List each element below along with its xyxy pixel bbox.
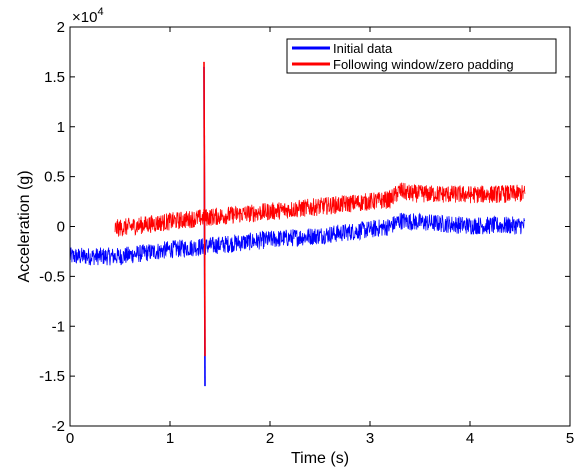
x-axis-label: Time (s) bbox=[291, 450, 349, 467]
y-tick-label: 0.5 bbox=[44, 169, 65, 186]
plot-series bbox=[69, 61, 526, 387]
x-tick-label: 3 bbox=[366, 430, 374, 447]
x-tick-label: 5 bbox=[566, 430, 574, 447]
y-tick-label: 1.5 bbox=[44, 69, 65, 86]
legend-box bbox=[286, 38, 557, 74]
legend: Initial data Following window/zero paddi… bbox=[286, 38, 557, 74]
series-initial-data-line bbox=[69, 212, 526, 266]
y-tick-label: 1 bbox=[57, 119, 65, 136]
y-multiplier-exponent: 4 bbox=[97, 6, 103, 18]
series-following-window-spike bbox=[203, 61, 206, 357]
axis-tick-labels: 0 1 2 3 4 5 -2 -1.5 -1 -0.5 0 0.5 1 1.5 2 bbox=[39, 19, 574, 447]
axis-ticks bbox=[69, 26, 571, 427]
y-tick-label: -0.5 bbox=[39, 268, 65, 285]
legend-label-following-window: Following window/zero padding bbox=[333, 57, 514, 72]
y-tick-label: 0 bbox=[57, 219, 65, 236]
legend-label-initial-data: Initial data bbox=[333, 41, 393, 56]
x-tick-label: 2 bbox=[266, 430, 274, 447]
y-tick-label: -2 bbox=[52, 418, 65, 435]
x-tick-label: 4 bbox=[466, 430, 474, 447]
y-multiplier-base: ×10 bbox=[72, 9, 97, 26]
y-axis-multiplier: ×104 bbox=[72, 6, 104, 26]
y-tick-label: -1.5 bbox=[39, 368, 65, 385]
series-following-window-line bbox=[114, 182, 526, 237]
y-axis-label: Acceleration (g) bbox=[16, 170, 33, 282]
x-tick-label: 1 bbox=[166, 430, 174, 447]
x-tick-label: 0 bbox=[66, 430, 74, 447]
y-tick-label: -1 bbox=[52, 318, 65, 335]
y-tick-label: 2 bbox=[57, 19, 65, 36]
